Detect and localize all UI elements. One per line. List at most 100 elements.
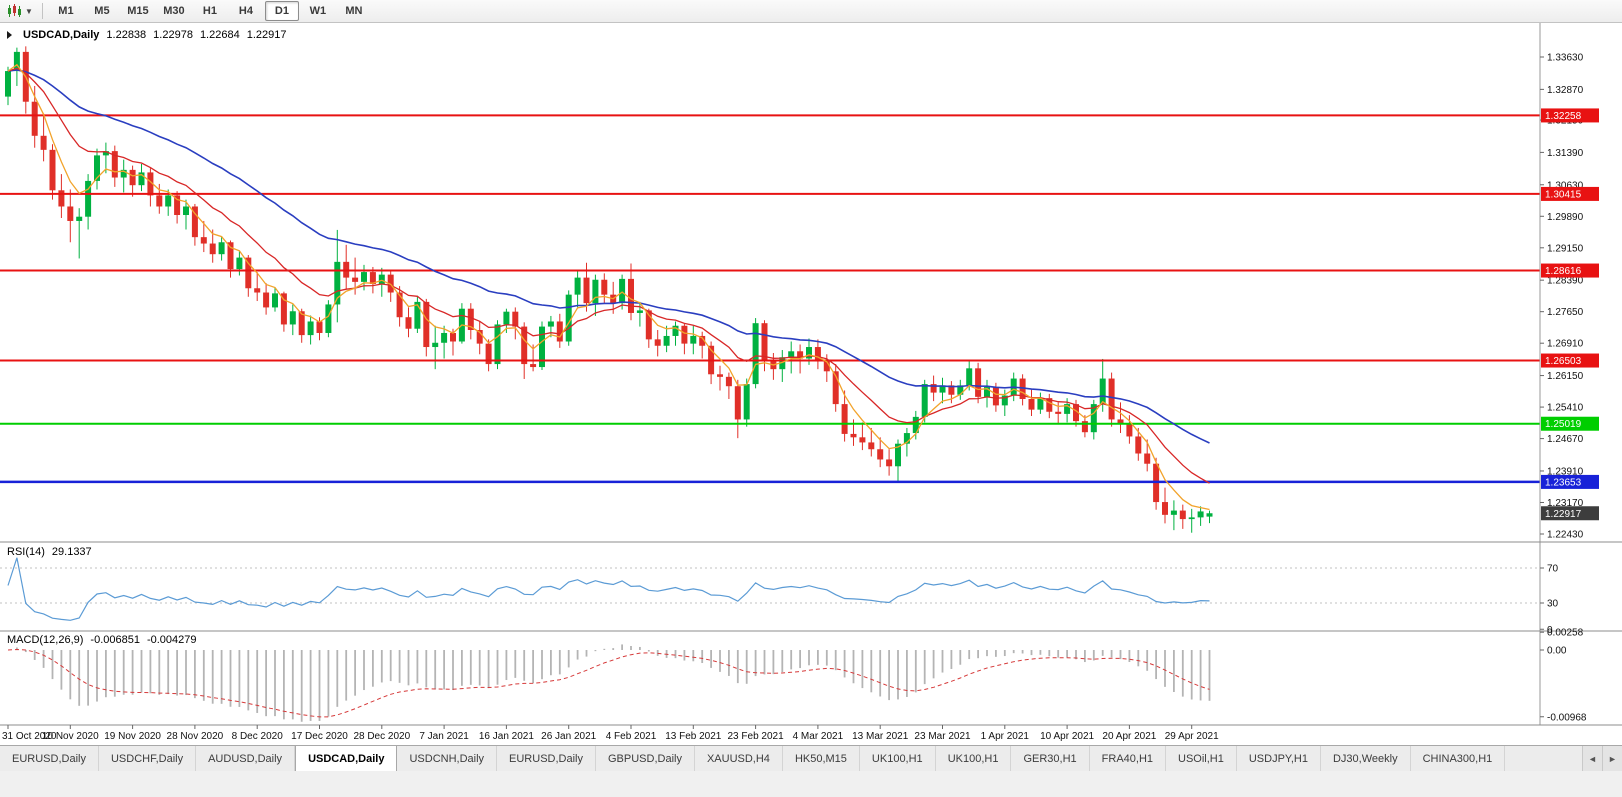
candle xyxy=(334,229,341,323)
chart-type-button[interactable]: ▼ xyxy=(3,2,37,21)
candle xyxy=(40,113,47,162)
timeframe-button-H1[interactable]: H1 xyxy=(202,5,217,17)
macd-axis-label: 0.00 xyxy=(1547,646,1567,657)
chart-tab-HK50-M15[interactable]: HK50,M15 xyxy=(783,746,860,771)
chart-tab-USDJPY-H1[interactable]: USDJPY,H1 xyxy=(1237,746,1321,771)
price-axis-label: 1.32870 xyxy=(1547,85,1584,96)
timeframe-button-M15[interactable]: M15 xyxy=(127,5,149,17)
candle xyxy=(458,303,465,344)
chevron-down-icon: ▼ xyxy=(25,6,33,16)
time-axis-label: 13 Feb 2021 xyxy=(665,731,722,742)
candle xyxy=(94,148,100,190)
chart-tab-AUDUSD-Daily[interactable]: AUDUSD,Daily xyxy=(196,746,296,771)
one-click-trading-icon[interactable] xyxy=(7,31,12,39)
chart-tab-FRA40-H1[interactable]: FRA40,H1 xyxy=(1090,746,1167,771)
chart-tab-GBPUSD-Daily[interactable]: GBPUSD,Daily xyxy=(596,746,695,771)
chart-tab-GER30-H1[interactable]: GER30,H1 xyxy=(1011,746,1090,771)
candle xyxy=(975,362,982,404)
timeframe-button-M1[interactable]: M1 xyxy=(58,5,74,17)
candle xyxy=(1037,392,1044,414)
candle xyxy=(1170,500,1177,531)
level-price-tag: 1.28616 xyxy=(1541,263,1599,278)
chart-background[interactable] xyxy=(0,23,1622,745)
chart-tab-USDCNH-Daily[interactable]: USDCNH,Daily xyxy=(397,746,498,771)
candle xyxy=(1117,402,1124,434)
candle xyxy=(129,165,136,197)
time-axis-label: 16 Jan 2021 xyxy=(479,731,534,742)
candle xyxy=(1046,393,1053,419)
candlestick-chart-icon xyxy=(8,4,21,17)
candle xyxy=(779,350,786,382)
chart-tab-EURUSD-Daily[interactable]: EURUSD,Daily xyxy=(0,746,99,771)
candle xyxy=(49,144,56,200)
timeframe-button-M5[interactable]: M5 xyxy=(94,5,110,17)
price-axis-label: 1.22430 xyxy=(1547,529,1584,540)
time-axis-label: 29 Apr 2021 xyxy=(1165,731,1219,742)
chart-tab-USOil-H1[interactable]: USOil,H1 xyxy=(1166,746,1237,771)
candle xyxy=(67,189,74,243)
time-axis-label: 17 Dec 2020 xyxy=(291,731,348,742)
candle xyxy=(280,291,287,332)
status-bar xyxy=(0,771,1622,797)
macd-axis-label: 0.00258 xyxy=(1547,628,1584,639)
tab-scroll-left-icon[interactable]: ◄ xyxy=(1582,746,1602,771)
candle xyxy=(396,286,403,327)
candle xyxy=(209,229,216,263)
candle xyxy=(984,379,990,408)
timeframe-toolbar: ▼ M1 M5 M15 M30 H1 H4 D1 W1 MN xyxy=(0,0,1622,23)
chart-tab-USDCAD-Daily[interactable]: USDCAD,Daily xyxy=(295,746,398,771)
level-price-tag: 1.26503 xyxy=(1541,353,1599,368)
timeframe-button-H4[interactable]: H4 xyxy=(238,5,253,17)
candle xyxy=(690,325,697,355)
level-price-tag: 1.25019 xyxy=(1541,416,1599,431)
candle xyxy=(814,339,821,370)
time-axis-label: 26 Jan 2021 xyxy=(541,731,596,742)
candle xyxy=(547,315,554,338)
level-price-tag: 1.32258 xyxy=(1541,108,1599,123)
svg-text:1.25019: 1.25019 xyxy=(1545,419,1582,430)
candle xyxy=(939,377,946,404)
price-axis-label: 1.25410 xyxy=(1547,403,1584,414)
chart-tab-XAUUSD-H4[interactable]: XAUUSD,H4 xyxy=(695,746,783,771)
timeframe-button-MN[interactable]: MN xyxy=(345,5,363,17)
rsi-pane: 70 30 0 xyxy=(0,557,1559,636)
candle xyxy=(432,325,439,370)
chart-canvas[interactable]: 1.336301.328701.321501.313901.306301.298… xyxy=(0,23,1622,745)
time-axis-label: 4 Feb 2021 xyxy=(606,731,657,742)
candle xyxy=(832,364,839,412)
timeframe-button-W1[interactable]: W1 xyxy=(309,5,327,17)
candle xyxy=(752,318,759,389)
horizontal-level-lines xyxy=(0,114,1540,484)
candle xyxy=(58,174,65,218)
tab-scroll-controls: ◄ ► xyxy=(1582,746,1622,771)
candle xyxy=(921,379,928,423)
svg-text:1.28616: 1.28616 xyxy=(1545,266,1582,277)
macd-axis-label: -0.00968 xyxy=(1547,712,1587,723)
candle xyxy=(574,270,581,308)
chart-tab-UK100-H1[interactable]: UK100,H1 xyxy=(936,746,1012,771)
chart-tab-CHINA300-H1[interactable]: CHINA300,H1 xyxy=(1411,746,1506,771)
chart-tab-UK100-H1[interactable]: UK100,H1 xyxy=(860,746,936,771)
candle xyxy=(1206,510,1213,524)
price-axis-label: 1.29890 xyxy=(1547,212,1584,223)
chart-tab-EURUSD-Daily[interactable]: EURUSD,Daily xyxy=(497,746,596,771)
svg-text:1.22917: 1.22917 xyxy=(1545,509,1582,520)
candle xyxy=(414,295,421,333)
candle xyxy=(1135,427,1142,461)
candle xyxy=(663,325,670,353)
candle xyxy=(636,301,643,327)
timeframe-button-D1[interactable]: D1 xyxy=(264,1,299,21)
chart-tab-USDCHF-Daily[interactable]: USDCHF,Daily xyxy=(99,746,197,771)
candle xyxy=(156,183,163,214)
chart-tab-DJ30-Weekly[interactable]: DJ30,Weekly xyxy=(1321,746,1411,771)
candle xyxy=(467,303,474,340)
candle xyxy=(174,191,181,224)
candle xyxy=(138,163,145,192)
timeframe-button-M30[interactable]: M30 xyxy=(163,5,185,17)
candle xyxy=(387,270,394,302)
tab-scroll-right-icon[interactable]: ► xyxy=(1602,746,1622,771)
candle xyxy=(13,47,20,86)
candle xyxy=(672,321,679,346)
candle xyxy=(307,315,314,345)
time-axis-label: 13 Mar 2021 xyxy=(852,731,909,742)
